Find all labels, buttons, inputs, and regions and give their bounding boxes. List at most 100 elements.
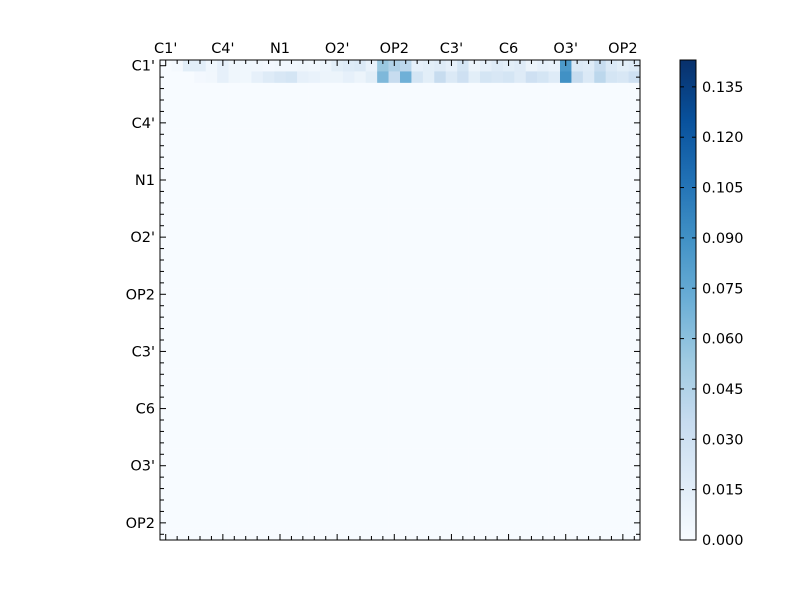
heatmap-cell [594,254,606,266]
heatmap-cell [537,322,549,335]
heatmap-cell [182,482,195,495]
heatmap-cell [240,380,252,392]
heatmap-cell [285,517,298,529]
heatmap-cell [194,174,206,186]
heatmap-cell [205,505,218,518]
heatmap-cell [354,460,366,472]
heatmap-cell [194,471,206,484]
heatmap-cell [182,322,195,335]
heatmap-cell [320,448,332,461]
heatmap-cell [251,345,264,358]
heatmap-cell [274,231,286,244]
heatmap-cell [605,334,618,346]
heatmap-cell [434,357,446,369]
heatmap-cell [491,322,504,335]
heatmap-cell [560,460,572,472]
heatmap-cell [365,151,378,164]
heatmap-cell [548,437,561,449]
heatmap-cell [480,128,492,141]
heatmap-cell [502,517,515,529]
heatmap-cell [537,71,549,84]
heatmap-cell [537,151,549,164]
heatmap-cell [251,357,264,369]
heatmap-cell [251,242,264,255]
heatmap-cell [171,300,184,312]
heatmap-cell [240,288,252,301]
heatmap-cell [502,460,515,472]
heatmap-cell [491,220,504,232]
heatmap-cell [468,437,481,449]
heatmap-cell [400,482,412,495]
heatmap-cell [251,368,264,381]
heatmap-cell [628,254,641,266]
heatmap-cell [262,528,275,541]
heatmap-cell [628,162,641,175]
heatmap-cell [308,117,321,129]
heatmap-cell [274,425,286,438]
heatmap-cell [582,414,595,426]
heatmap-cell [217,322,229,335]
heatmap-cell [205,197,218,209]
heatmap-cell [571,494,584,506]
heatmap-cell [171,128,184,141]
x-tick-label: C6 [499,41,518,57]
heatmap-cell [628,414,641,426]
heatmap-cell [194,368,206,381]
heatmap-cell [377,425,389,438]
heatmap-cell [354,368,366,381]
heatmap-cell [217,391,229,404]
heatmap-cell [411,345,424,358]
heatmap-cell [228,265,241,278]
y-tick-label: C3' [132,344,155,360]
heatmap-cell [228,254,241,266]
heatmap-cell [491,197,504,209]
colorbar-tick-label: 0.075 [702,281,744,297]
heatmap-cell [434,322,446,335]
heatmap-cell [171,151,184,164]
heatmap-cell [240,242,252,255]
heatmap-cell [354,242,366,255]
heatmap-cell [560,505,572,518]
heatmap-cell [182,528,195,541]
heatmap-cell [285,208,298,221]
heatmap-cell [388,460,401,472]
colorbar-ticks: 0.0000.0150.0300.0450.0600.0750.0900.105… [680,80,744,549]
colorbar-tick-label: 0.030 [702,432,744,448]
heatmap-cell [228,128,241,141]
heatmap-cell [182,494,195,506]
heatmap-cell [571,94,584,106]
heatmap-cell [502,448,515,461]
heatmap-cell [571,82,584,95]
heatmap-cell [205,220,218,232]
heatmap-cell [354,505,366,518]
heatmap-cell [411,482,424,495]
heatmap-cell [182,162,195,175]
heatmap-cell [628,197,641,209]
heatmap-cell [560,345,572,358]
heatmap-cell [331,425,344,438]
heatmap-cell [331,345,344,358]
heatmap-cell [377,151,389,164]
heatmap-cell [194,322,206,335]
heatmap-cell [617,162,629,175]
heatmap-cell [228,482,241,495]
heatmap-cell [331,448,344,461]
heatmap-cell [491,265,504,278]
heatmap-cell [434,482,446,495]
heatmap-cell [365,368,378,381]
heatmap-cell [331,128,344,141]
heatmap-cell [205,471,218,484]
heatmap-cell [217,185,229,198]
heatmap-cell [377,140,389,152]
heatmap-cell [571,437,584,449]
heatmap-cell [514,322,526,335]
heatmap-cell [354,494,366,506]
heatmap-cell [594,505,606,518]
heatmap-cell [445,391,458,404]
heatmap-cell [251,402,264,415]
heatmap-cell [502,140,515,152]
heatmap-cell [320,242,332,255]
heatmap-cell [297,128,309,141]
heatmap-cell [228,425,241,438]
